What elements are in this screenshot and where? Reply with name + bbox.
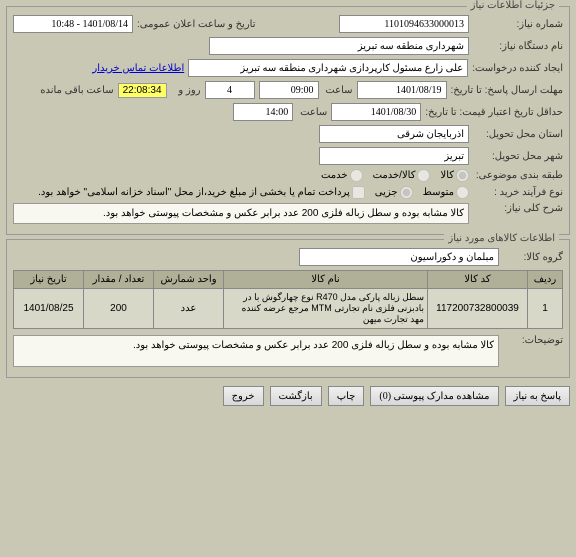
table-row[interactable]: 1 117200732800039 سطل زباله پارکی مدل R4… (14, 289, 563, 329)
day-label: روز و (171, 85, 201, 96)
th-row: ردیف (528, 271, 563, 289)
print-button[interactable]: چاپ (328, 386, 365, 406)
device-label: نام دستگاه نیاز: (473, 41, 563, 52)
province-field (319, 125, 469, 143)
price-date (331, 103, 421, 121)
goods-group-field (299, 248, 499, 266)
radio-service[interactable]: کالا/خدمت (373, 169, 431, 182)
device-field (209, 37, 469, 55)
subject-radios: کالا کالا/خدمت خدمت (321, 169, 469, 182)
hour-label-1: ساعت (323, 85, 353, 96)
cell-idx: 1 (528, 289, 563, 329)
attach-button[interactable]: مشاهده مدارک پیوستی (0) (370, 386, 498, 406)
table-header-row: ردیف کد کالا نام کالا واحد شمارش تعداد /… (14, 271, 563, 289)
hour-label-2: ساعت (297, 107, 327, 118)
remain-label: ساعت باقی مانده (40, 85, 113, 96)
announce-field (13, 15, 133, 33)
reply-date (357, 81, 447, 99)
reply-button[interactable]: پاسخ به نیاز (505, 386, 571, 406)
desc-box: کالا مشابه بوده و سطل زباله فلزی 200 عدد… (13, 203, 469, 224)
purchase-radios: متوسط جزیی پرداخت تمام یا بخشی از مبلغ خ… (38, 186, 469, 199)
footer-buttons: پاسخ به نیاز مشاهده مدارک پیوستی (0) چاپ… (6, 386, 570, 406)
goods-group-label: گروه کالا: (503, 252, 563, 263)
radio-serv[interactable]: خدمت (321, 169, 363, 182)
th-date: تاریخ نیاز (14, 271, 84, 289)
desc-label: شرح کلی نیاز: (473, 203, 563, 214)
requester-label: ایجاد کننده درخواست: (472, 63, 563, 74)
th-qty: تعداد / مقدار (84, 271, 154, 289)
purchase-label: نوع فرآیند خرید : (473, 187, 563, 198)
price-time (233, 103, 293, 121)
details-section: جزئیات اطلاعات نیاز شماره نیاز: تاریخ و … (6, 6, 570, 235)
reply-deadline-label: مهلت ارسال پاسخ: تا تاریخ: (451, 85, 563, 96)
subject-label: طبقه بندی موضوعی: (473, 170, 563, 181)
city-field (319, 147, 469, 165)
cell-code: 117200732800039 (428, 289, 528, 329)
buyer-contact-link[interactable]: اطلاعات تماس خریدار (92, 63, 184, 74)
exit-button[interactable]: خروج (223, 386, 264, 406)
announce-label: تاریخ و ساعت اعلان عمومی: (137, 19, 256, 30)
need-no-label: شماره نیاز: (473, 19, 563, 30)
section-title: جزئیات اطلاعات نیاز (467, 0, 559, 11)
goods-table: ردیف کد کالا نام کالا واحد شمارش تعداد /… (13, 270, 563, 329)
th-name: نام کالا (224, 271, 428, 289)
explain-box: کالا مشابه بوده و سطل زباله فلزی 200 عدد… (13, 335, 499, 367)
cell-unit: عدد (154, 289, 224, 329)
back-button[interactable]: بازگشت (270, 386, 322, 406)
goods-section-title: اطلاعات کالاهای مورد نیاز (444, 233, 559, 244)
city-label: شهر محل تحویل: (473, 151, 563, 162)
main-panel: جزئیات اطلاعات نیاز شماره نیاز: تاریخ و … (0, 0, 576, 557)
reply-time (259, 81, 319, 99)
remain-time: 22:08:34 (118, 83, 167, 98)
purchase-note: پرداخت تمام یا بخشی از مبلغ خرید،از محل … (38, 186, 365, 199)
th-unit: واحد شمارش (154, 271, 224, 289)
radio-goods[interactable]: کالا (440, 169, 469, 182)
radio-small[interactable]: جزیی (375, 186, 413, 199)
radio-mid[interactable]: متوسط (423, 186, 469, 199)
requester-field (188, 59, 468, 77)
province-label: استان محل تحویل: (473, 129, 563, 140)
need-no-field (339, 15, 469, 33)
cell-date: 1401/08/25 (14, 289, 84, 329)
goods-section: اطلاعات کالاهای مورد نیاز گروه کالا: ردی… (6, 239, 570, 378)
explain-label: توضیحات: (503, 335, 563, 346)
cell-name: سطل زباله پارکی مدل R470 نوع چهارگوش با … (224, 289, 428, 329)
price-deadline-label: حداقل تاریخ اعتبار قیمت: تا تاریخ: (425, 107, 563, 118)
th-code: کد کالا (428, 271, 528, 289)
reply-days (205, 81, 255, 99)
cell-qty: 200 (84, 289, 154, 329)
